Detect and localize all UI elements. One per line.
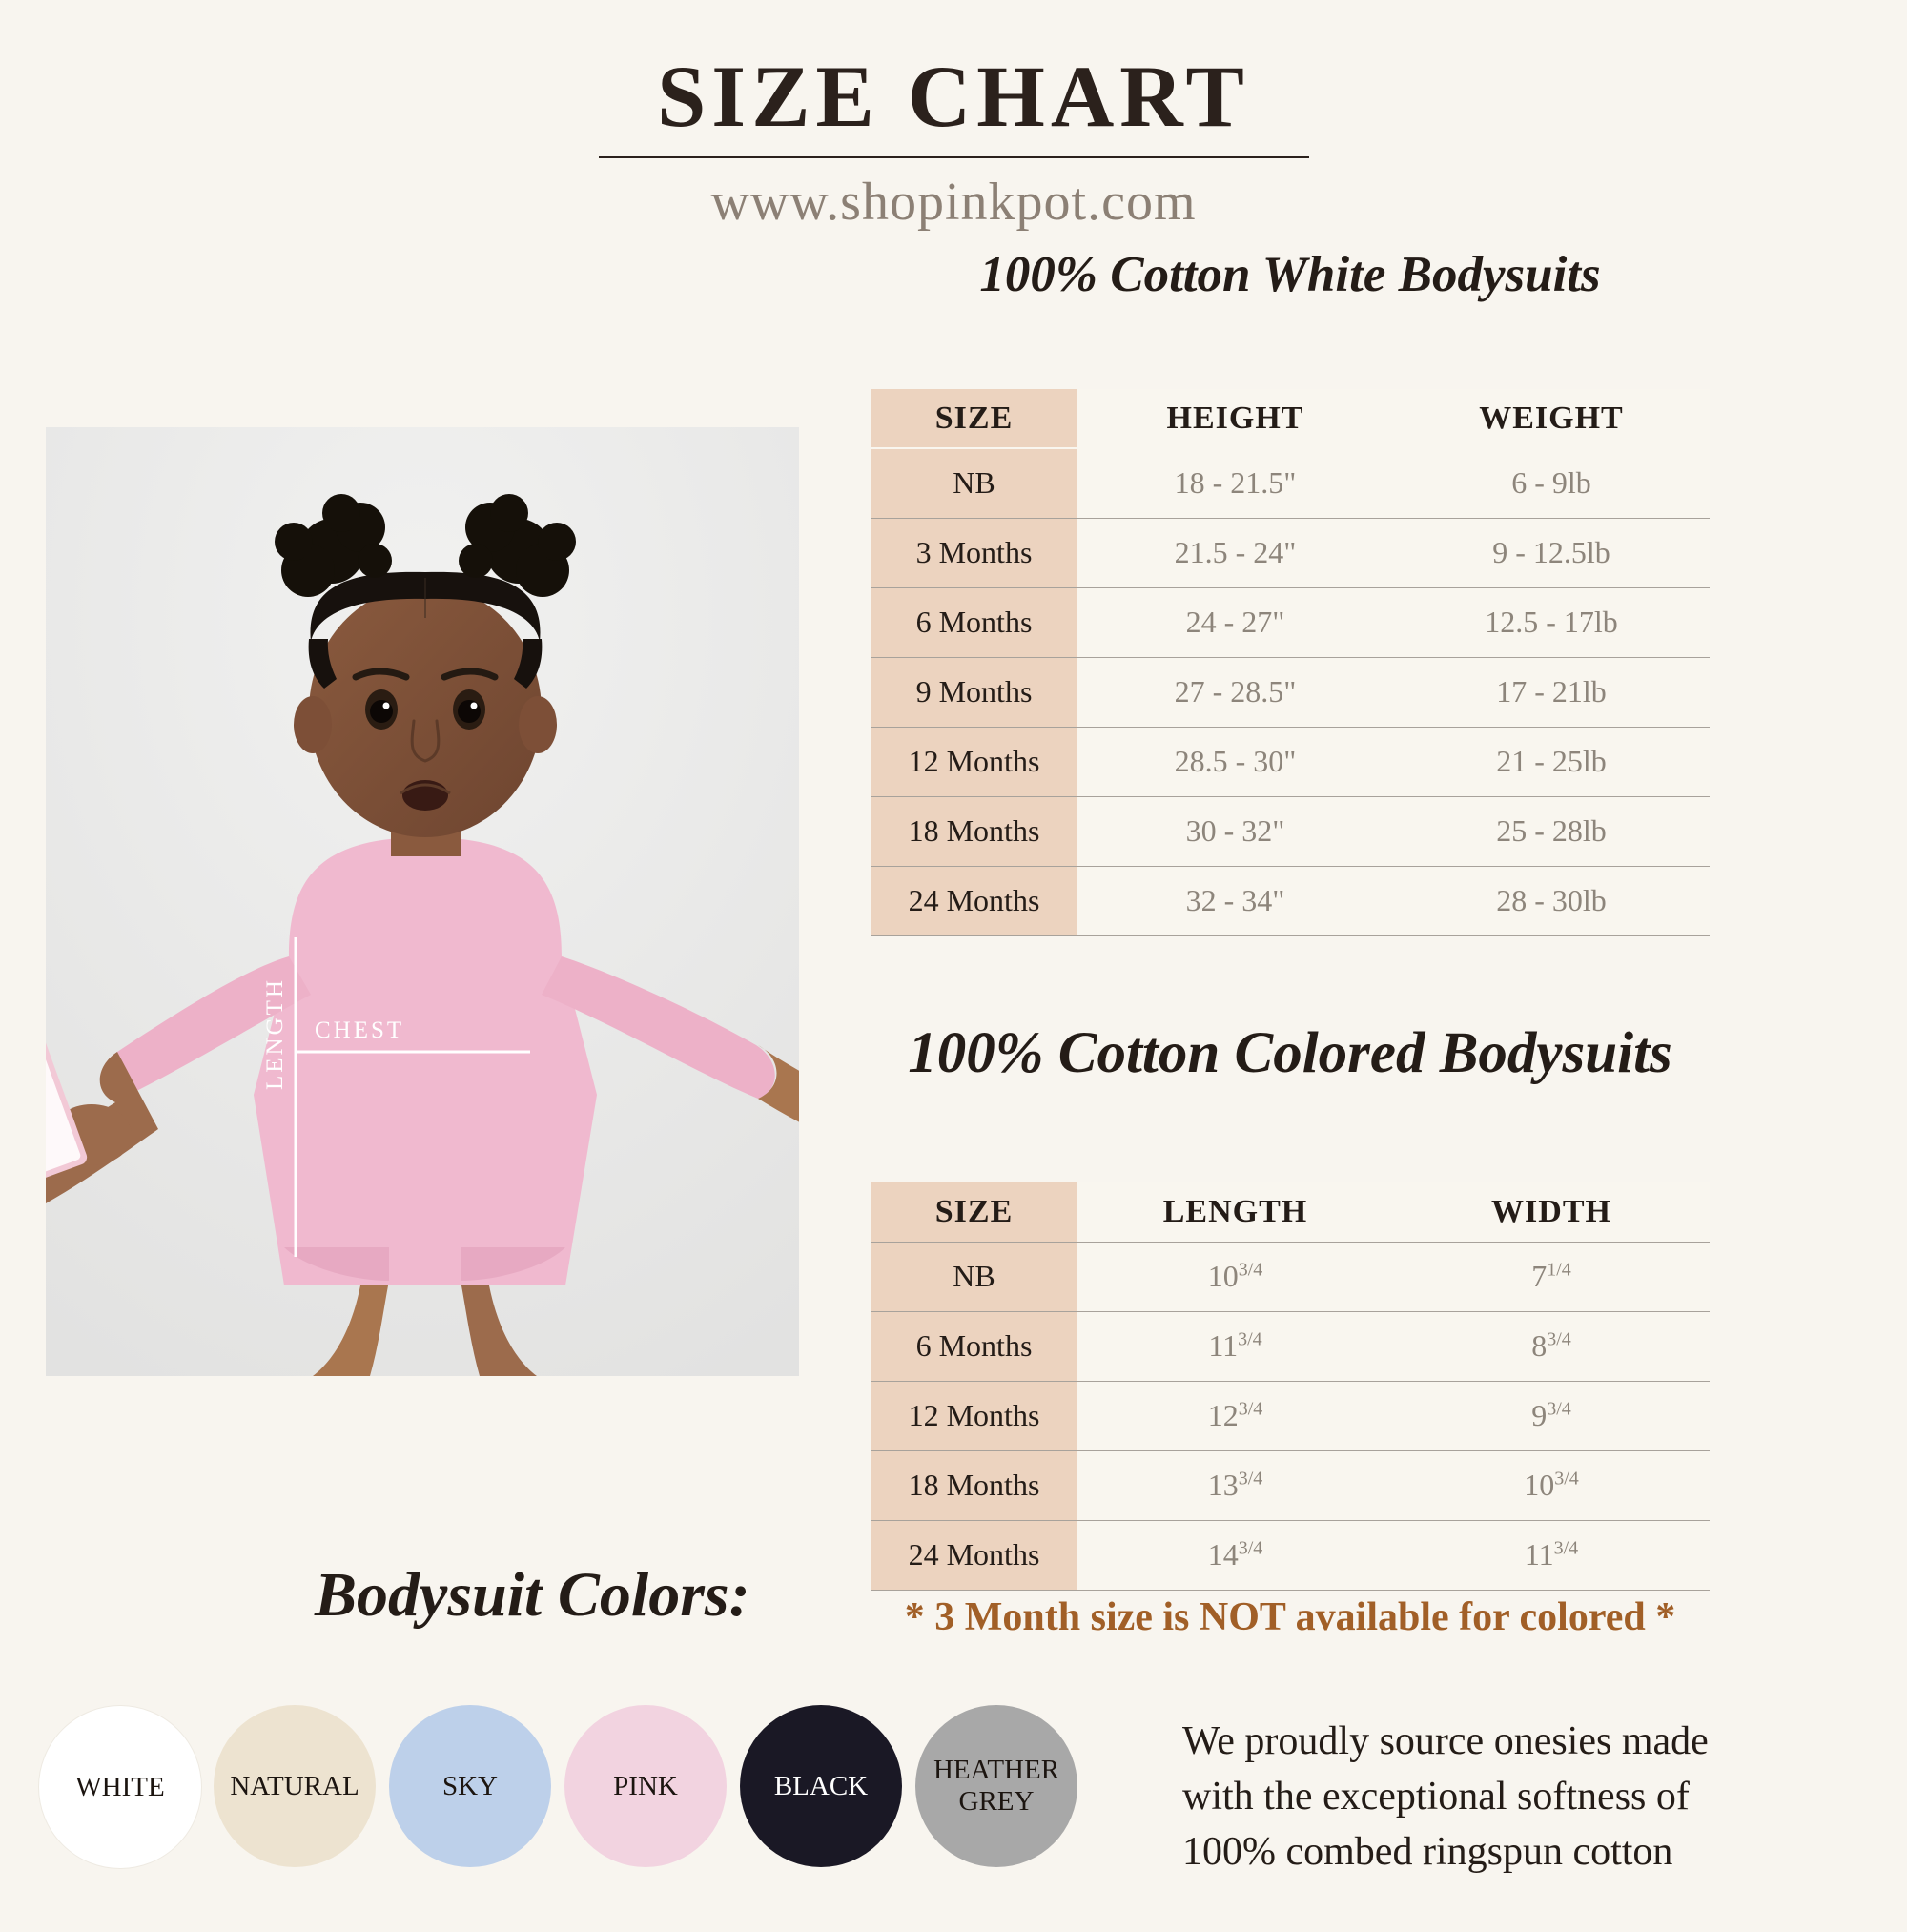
svg-text:CHEST: CHEST xyxy=(315,1017,404,1043)
svg-text:LENGTH: LENGTH xyxy=(262,977,288,1090)
